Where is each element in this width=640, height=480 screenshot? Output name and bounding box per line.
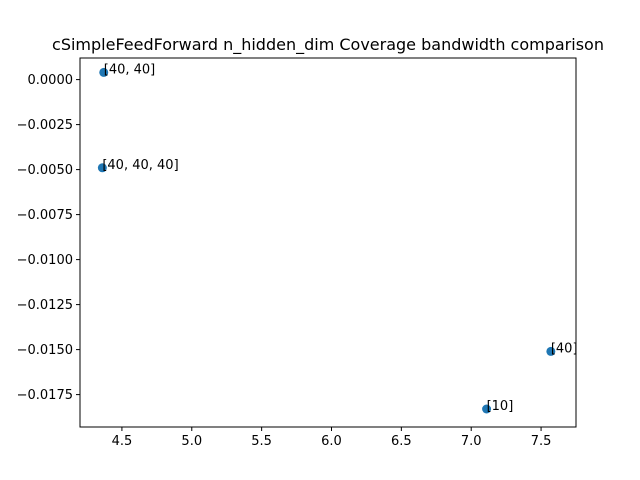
- data-point-label: [10]: [487, 399, 514, 414]
- y-tick-label: −0.0150: [17, 343, 73, 358]
- y-tick-label: −0.0075: [17, 208, 73, 223]
- data-point-label: [40, 40]: [104, 62, 155, 77]
- y-tick-label: −0.0175: [17, 388, 73, 403]
- x-tick-label: 4.5: [112, 434, 133, 449]
- y-tick-label: −0.0125: [17, 298, 73, 313]
- data-point: [482, 404, 492, 414]
- x-tick-label: 5.0: [181, 434, 202, 449]
- plot-area: 4.5 5.0 5.5 6.0 6.5 7.0 7.5 0.0000 −0.0025 −0.005…: [17, 57, 578, 449]
- y-tick-label: −0.0100: [17, 253, 73, 268]
- y-tick-label: 0.0000: [28, 73, 74, 88]
- x-tick-label: 5.5: [251, 434, 272, 449]
- data-point-label: [40, 40, 40]: [102, 158, 178, 173]
- y-tick-label: −0.0050: [17, 163, 73, 178]
- data-point: [546, 346, 556, 356]
- data-point-label: [40]: [551, 341, 578, 356]
- data-point: [97, 163, 107, 173]
- x-tick-label: 7.5: [531, 434, 552, 449]
- x-tick-label: 6.5: [391, 434, 412, 449]
- x-tick-label: 7.0: [461, 434, 482, 449]
- y-tick-label: −0.0025: [17, 118, 73, 133]
- chart-title: cSimpleFeedForward n_hidden_dim Coverage…: [52, 35, 604, 55]
- x-tick-label: 6.0: [321, 434, 342, 449]
- plot-frame: [79, 57, 577, 428]
- data-point: [99, 67, 109, 77]
